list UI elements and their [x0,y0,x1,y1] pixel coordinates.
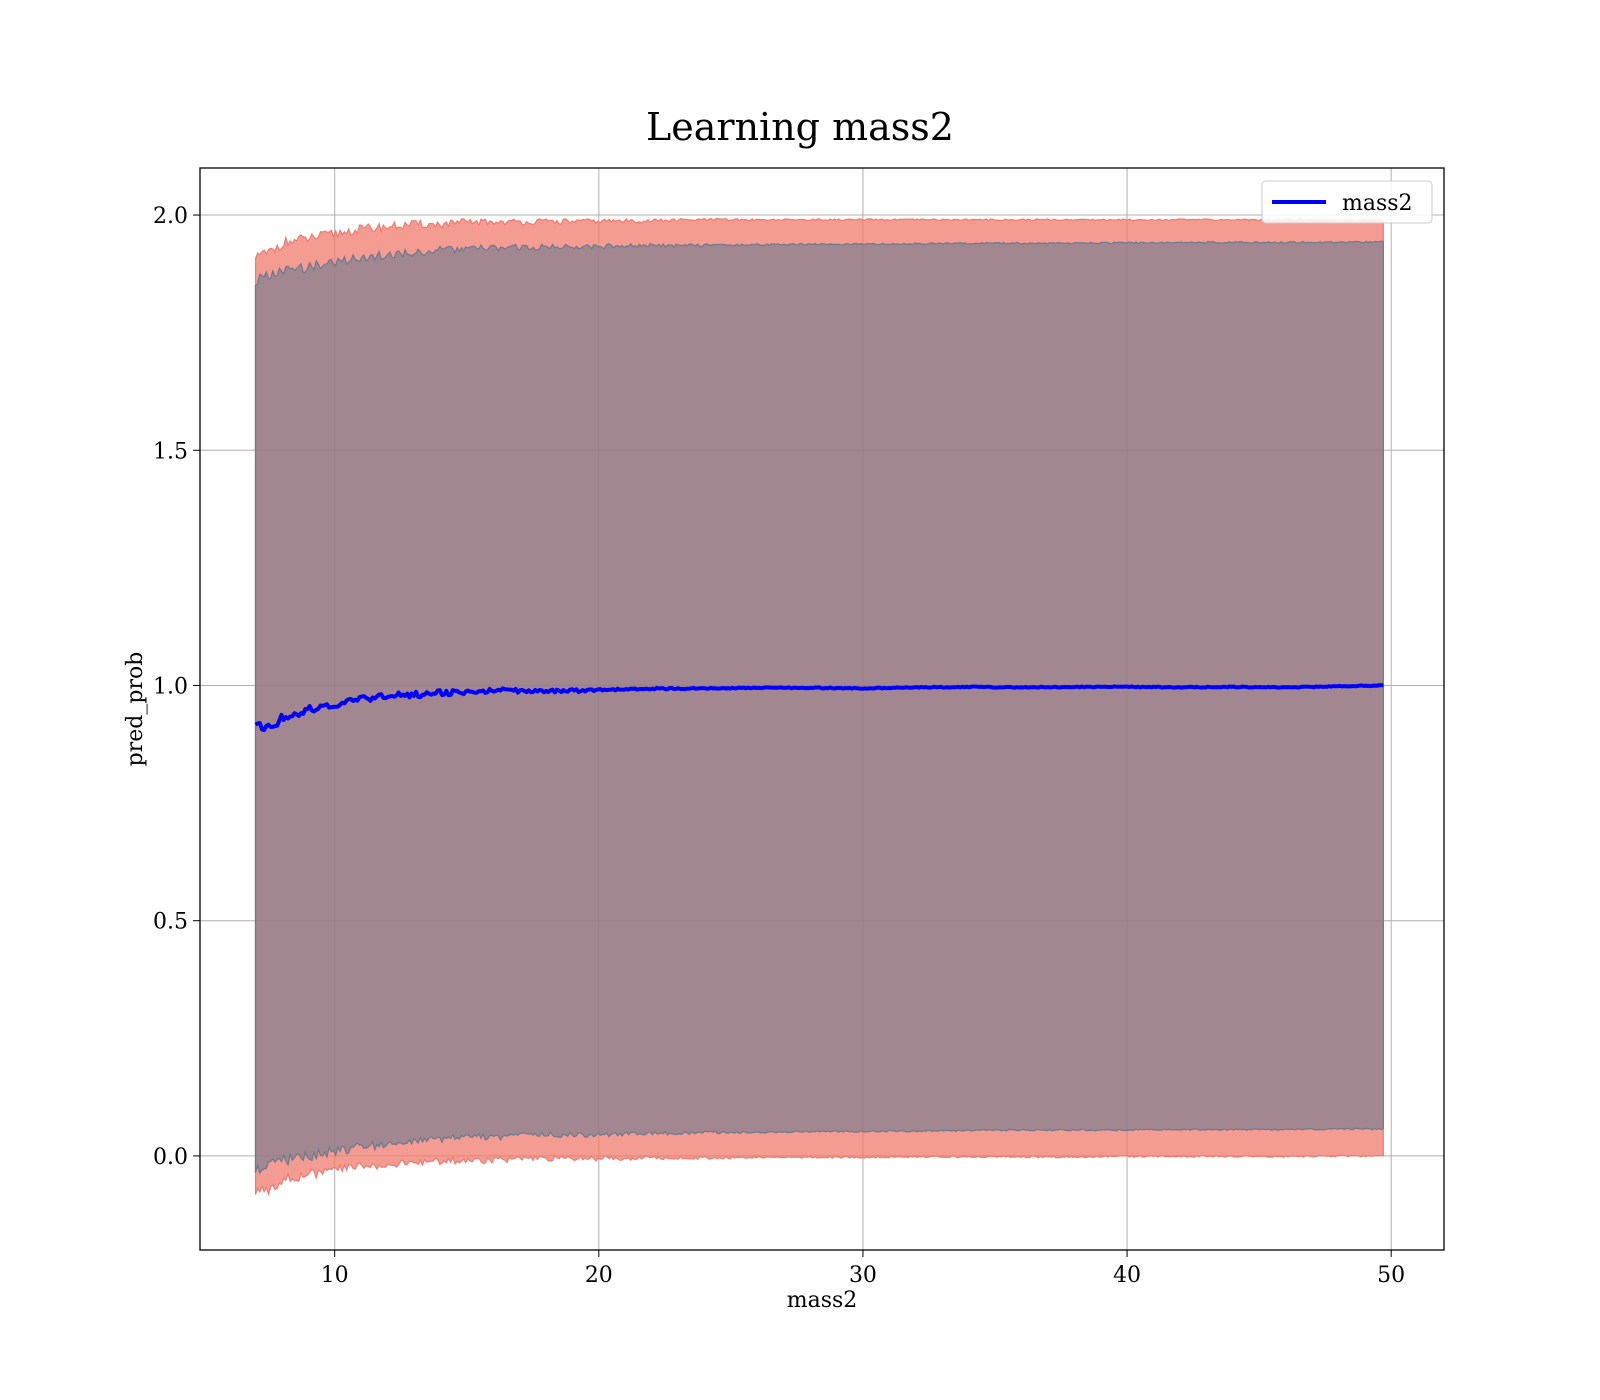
x-tick-label: 50 [1377,1263,1405,1288]
x-tick-label: 10 [321,1263,349,1288]
y-tick-label: 2.0 [153,204,188,229]
x-tick-label: 40 [1113,1263,1141,1288]
chart-title: Learning mass2 [646,105,954,149]
y-tick-label: 0.5 [153,910,188,935]
legend: mass2 [1261,180,1433,224]
y-axis-ticks: 0.0 0.5 1.0 1.5 2.0 [153,204,200,1170]
confidence-band-2 [254,240,1384,1175]
x-tick-label: 30 [849,1263,877,1288]
legend-label-mass2: mass2 [1342,191,1413,216]
y-axis-label: pred_prob [123,652,148,767]
x-tick-label: 20 [585,1263,613,1288]
y-tick-label: 1.0 [153,674,188,699]
x-axis-label: mass2 [787,1288,858,1313]
y-tick-label: 1.5 [153,439,188,464]
y-tick-label: 0.0 [153,1145,188,1170]
series-lines [254,683,1384,733]
confidence-bands [254,217,1384,1197]
x-axis-ticks: 10 20 30 40 50 [321,1250,1405,1288]
legend-box [1261,180,1433,224]
series-line-mass2 [254,683,1384,733]
plot-frame [199,167,1445,1251]
